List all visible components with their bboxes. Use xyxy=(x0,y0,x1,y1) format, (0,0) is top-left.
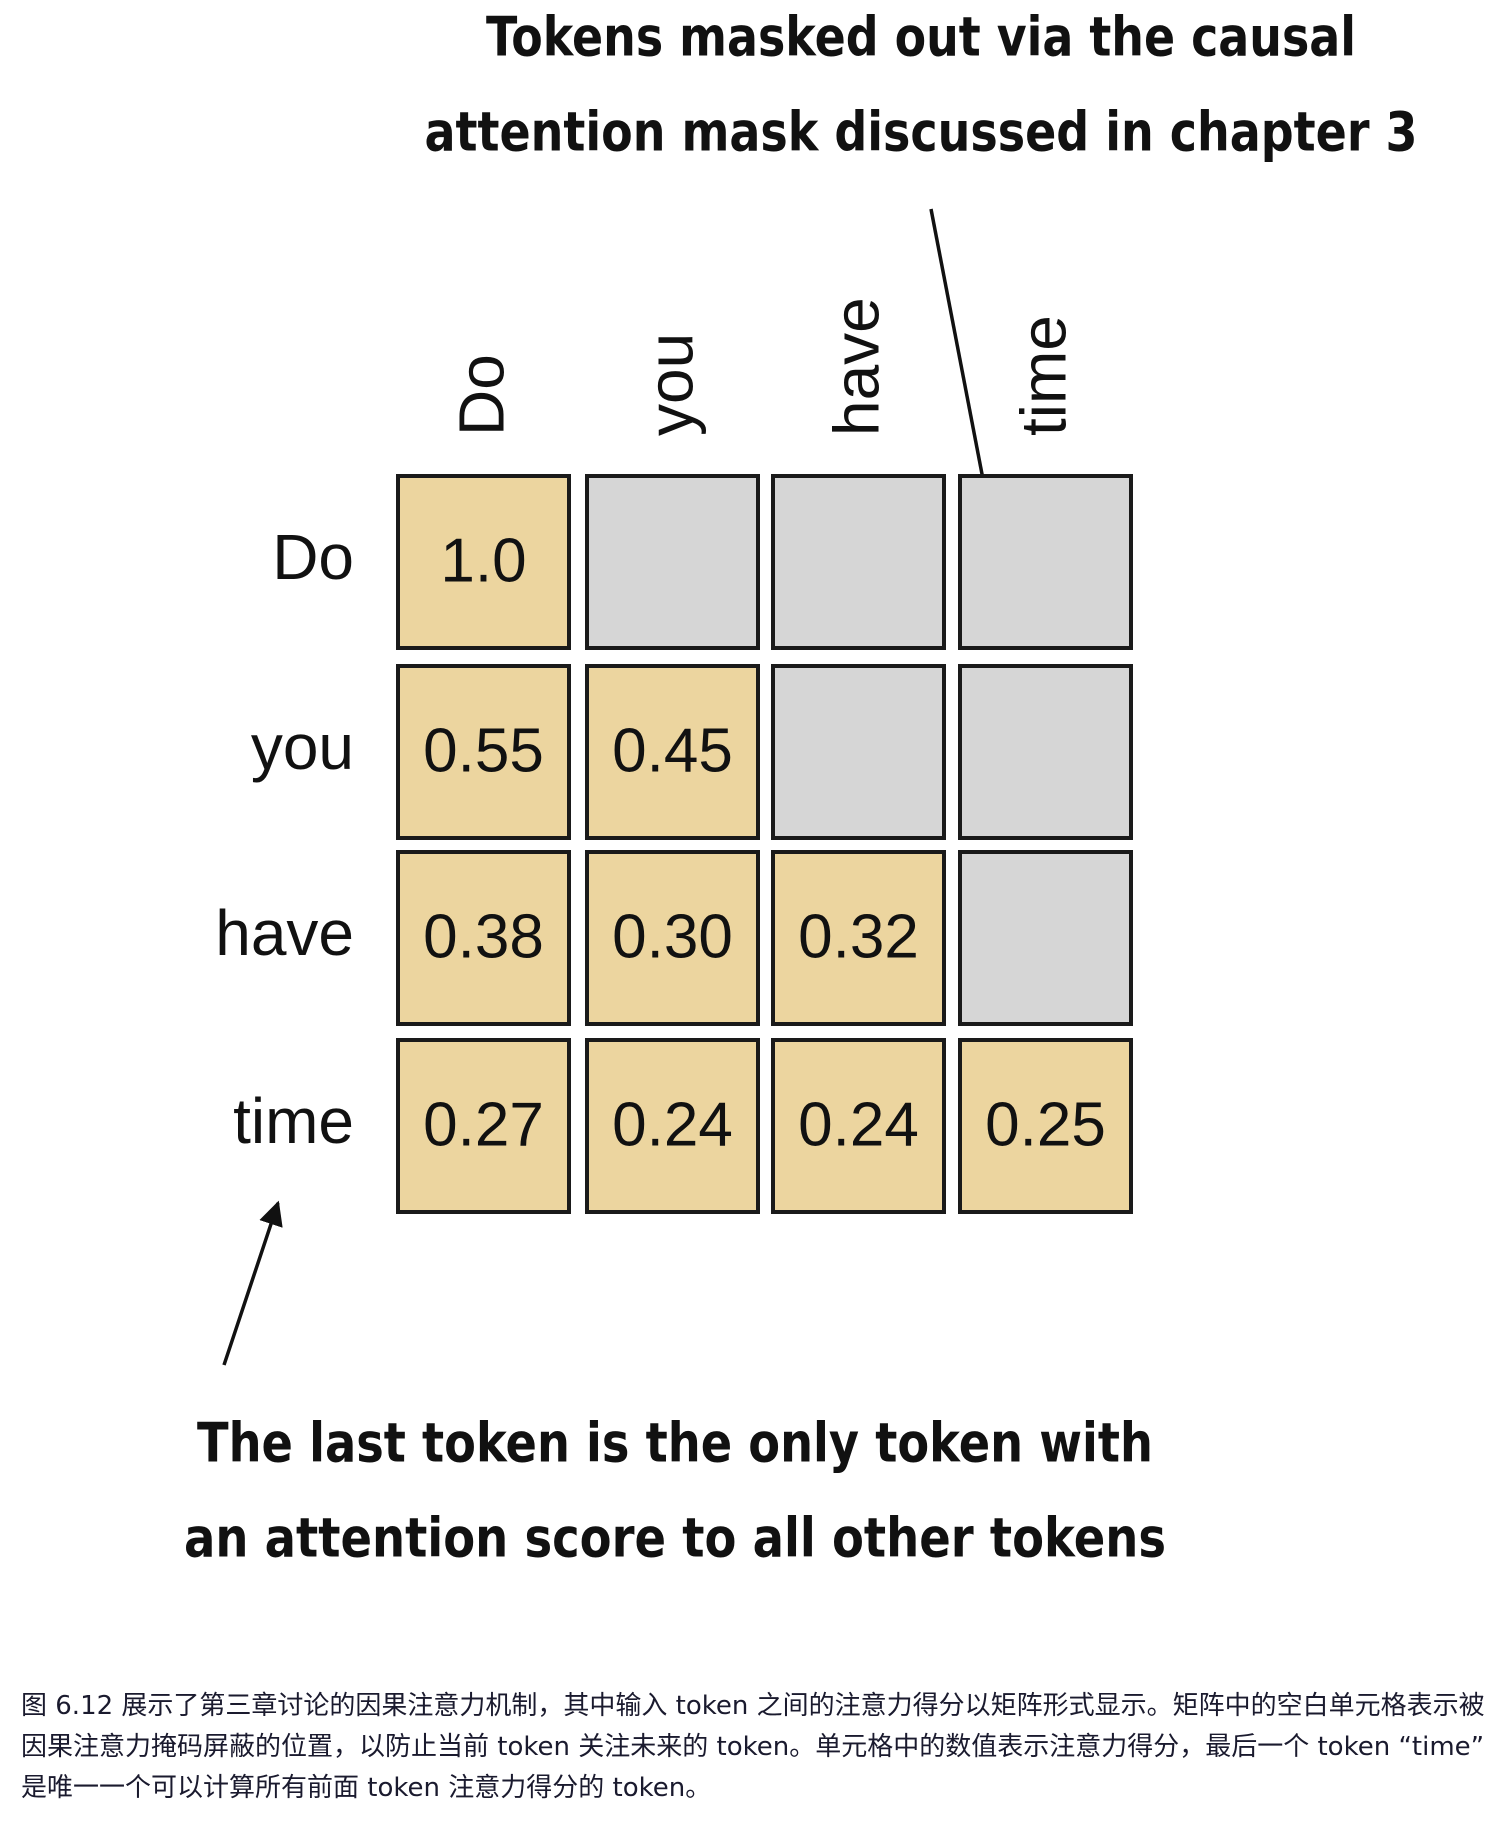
cell xyxy=(958,664,1133,840)
column-label: Do xyxy=(445,354,517,436)
annotation-bottom: an attention score to all other tokens xyxy=(184,1507,1166,1570)
row-label: you xyxy=(251,711,354,783)
row-label: time xyxy=(233,1085,354,1157)
row-label: have xyxy=(215,897,354,969)
cell-value: 0.38 xyxy=(423,902,544,971)
caption: 图 6.12 展示了第三章讨论的因果注意力机制，其中输入 token 之间的注意… xyxy=(21,1691,1485,1803)
annotation-bottom: The last token is the only token with xyxy=(197,1412,1153,1475)
cell-value: 0.27 xyxy=(423,1090,544,1159)
cell xyxy=(958,474,1133,650)
cell xyxy=(396,474,571,650)
cell xyxy=(771,474,946,650)
annotation-top: attention mask discussed in chapter 3 xyxy=(425,101,1418,164)
arrow xyxy=(929,208,1000,529)
cell-value: 0.25 xyxy=(985,1090,1106,1159)
cell xyxy=(585,850,760,1026)
column-label: have xyxy=(820,297,892,436)
cell xyxy=(396,850,571,1026)
cell xyxy=(585,1038,760,1214)
cell-value: 0.30 xyxy=(612,902,733,971)
row-label: Do xyxy=(272,521,354,593)
cell xyxy=(396,664,571,840)
column-label: you xyxy=(634,333,706,436)
cell xyxy=(771,850,946,1026)
column-label: time xyxy=(1007,315,1079,436)
cell-value: 1.0 xyxy=(440,526,526,595)
cell-value: 0.24 xyxy=(798,1090,919,1159)
cell-value: 0.45 xyxy=(612,716,733,785)
cell-value: 0.55 xyxy=(423,716,544,785)
cell xyxy=(958,850,1133,1026)
cell xyxy=(771,664,946,840)
cell xyxy=(585,664,760,840)
cell-value: 0.24 xyxy=(612,1090,733,1159)
cell-value: 0.32 xyxy=(798,902,919,971)
arrow xyxy=(222,1200,283,1366)
cell xyxy=(958,1038,1133,1214)
annotation-top: Tokens masked out via the causal xyxy=(486,6,1356,69)
cell xyxy=(771,1038,946,1214)
diagram: Tokens masked out via the causal attenti… xyxy=(184,6,1418,1570)
cell xyxy=(396,1038,571,1214)
cell xyxy=(585,474,760,650)
